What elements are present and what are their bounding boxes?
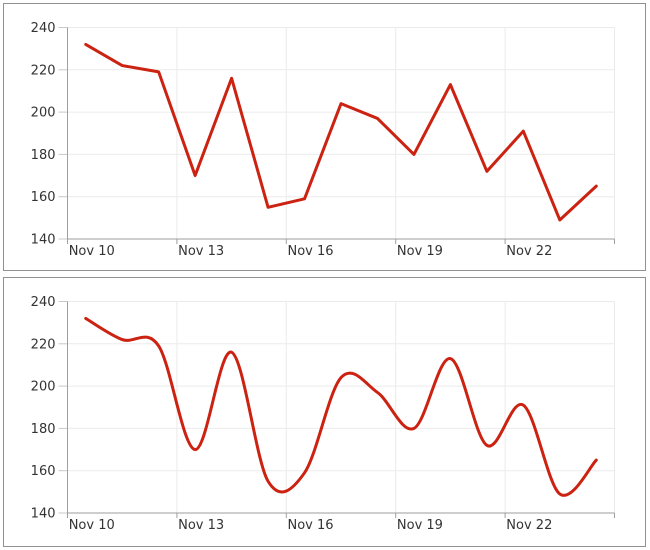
y-ticks [58,301,68,514]
x-tick-label: Nov 19 [397,518,443,533]
gridlines [67,27,615,239]
y-tick-label: 240 [31,295,56,310]
x-tick-label: Nov 22 [506,244,552,259]
x-axis-labels: Nov 10 Nov 13 Nov 16 Nov 19 Nov 22 [69,244,553,259]
gridlines [67,301,615,513]
x-axis-labels: Nov 10 Nov 13 Nov 16 Nov 19 Nov 22 [69,518,553,533]
y-tick-label: 160 [31,464,56,479]
y-tick-label: 180 [31,148,56,163]
y-tick-label: 220 [31,63,56,78]
x-tick-label: Nov 13 [178,244,224,259]
spline-chart-panel: 140 160 180 200 220 240 Nov 10 Nov 13 Nov 16 Nov … [3,277,646,547]
line-chart-panel: 140 160 180 200 220 240 Nov 10 Nov 13 Nov 16 Nov … [3,3,646,271]
y-ticks [58,27,68,240]
y-tick-label: 140 [31,233,56,248]
y-tick-label: 200 [31,380,56,395]
x-tick-label: Nov 13 [178,518,224,533]
y-tick-label: 220 [31,337,56,352]
x-tick-label: Nov 19 [397,244,443,259]
x-tick-label: Nov 10 [69,244,115,259]
x-tick-label: Nov 16 [288,518,334,533]
x-tick-label: Nov 10 [69,518,115,533]
x-tick-label: Nov 22 [506,518,552,533]
x-ticks [67,513,615,518]
y-tick-label: 140 [31,507,56,522]
y-tick-label: 180 [31,422,56,437]
x-tick-label: Nov 16 [288,244,334,259]
y-axis-labels: 140 160 180 200 220 240 [31,295,56,522]
x-ticks [67,239,615,244]
spline-series-path [84,316,598,497]
y-tick-label: 200 [31,106,56,121]
y-tick-label: 240 [31,21,56,36]
y-axis-labels: 140 160 180 200 220 240 [31,21,56,248]
y-tick-label: 160 [31,190,56,205]
line-series-path [84,42,598,222]
